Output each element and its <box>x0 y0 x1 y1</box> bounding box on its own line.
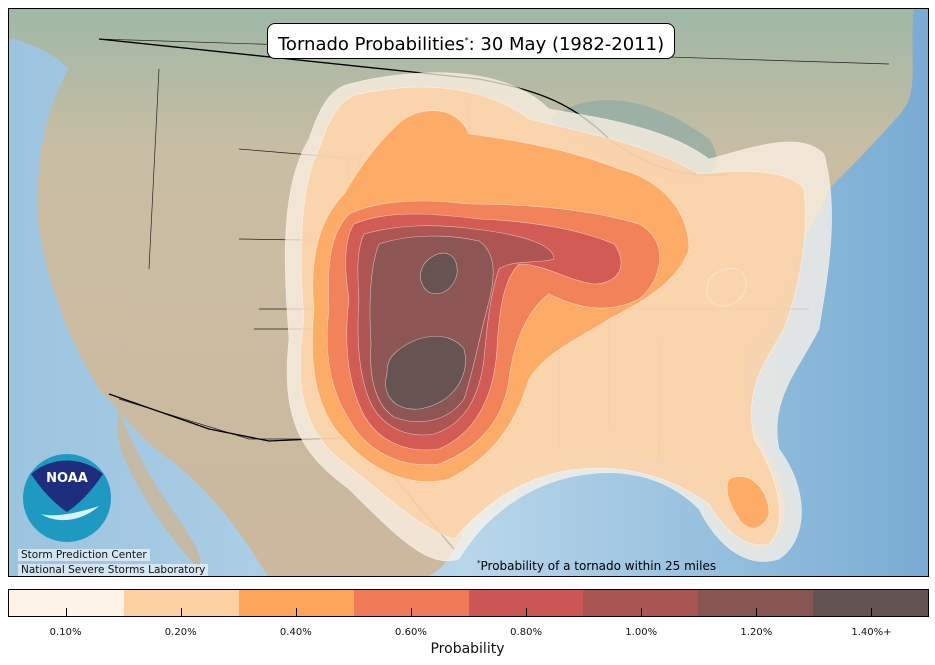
footnote-text: Probability of a tornado within 25 miles <box>480 559 717 573</box>
colorbar-tick <box>755 608 757 616</box>
colorbar-segment <box>123 590 239 616</box>
colorbar-label: Probability <box>430 641 505 657</box>
colorbar-segment <box>468 590 584 616</box>
title-marker: * <box>464 36 469 45</box>
contour-1.40 <box>385 252 466 410</box>
colorbar-tick <box>870 608 872 616</box>
colorbar-tick-label: 1.00% <box>625 627 658 638</box>
noaa-logo: NOAA <box>23 454 111 542</box>
probability-contours <box>284 72 832 562</box>
colorbar-tick <box>181 608 183 616</box>
colorbar-tick <box>66 608 68 616</box>
colorbar-segment <box>9 590 124 616</box>
colorbar-tick <box>296 608 298 616</box>
colorbar-segment <box>238 590 354 616</box>
colorbar-tick-label: 0.10% <box>49 627 82 638</box>
footnote: *Probability of a tornado within 25 mile… <box>477 559 716 573</box>
colorbar-tick-label: 0.80% <box>510 627 542 638</box>
colorbar-tick <box>411 608 413 616</box>
colorbar-tick-label: 0.40% <box>279 627 312 638</box>
colorbar-tick-label: 1.20% <box>740 627 773 638</box>
title-text: Tornado Probabilities <box>278 34 465 55</box>
colorbar-tick <box>640 608 642 616</box>
colorbar-segment <box>698 590 814 616</box>
baja-california <box>117 409 201 569</box>
colorbar-segment <box>813 590 928 616</box>
map-panel: Tornado Probabilities*: 30 May (1982-201… <box>8 8 929 577</box>
colorbar-segment <box>353 590 469 616</box>
title-date: : 30 May (1982-2011) <box>468 34 665 55</box>
colorbar-tick-label: 1.40%+ <box>851 627 892 638</box>
colorbar-tick-label: 0.60% <box>395 627 427 638</box>
footnote-marker: * <box>477 559 481 567</box>
colorbar <box>8 589 929 617</box>
credit-spc: Storm Prediction Center <box>18 549 150 561</box>
map-canvas <box>9 9 928 576</box>
colorbar-segment <box>583 590 699 616</box>
colorbar-tick <box>525 608 527 616</box>
colorbar-tick-label: 0.20% <box>164 627 197 638</box>
credit-nssl: National Severe Storms Laboratory <box>18 564 209 576</box>
svg-text:NOAA: NOAA <box>46 471 88 486</box>
map-title: Tornado Probabilities*: 30 May (1982-201… <box>267 23 676 59</box>
